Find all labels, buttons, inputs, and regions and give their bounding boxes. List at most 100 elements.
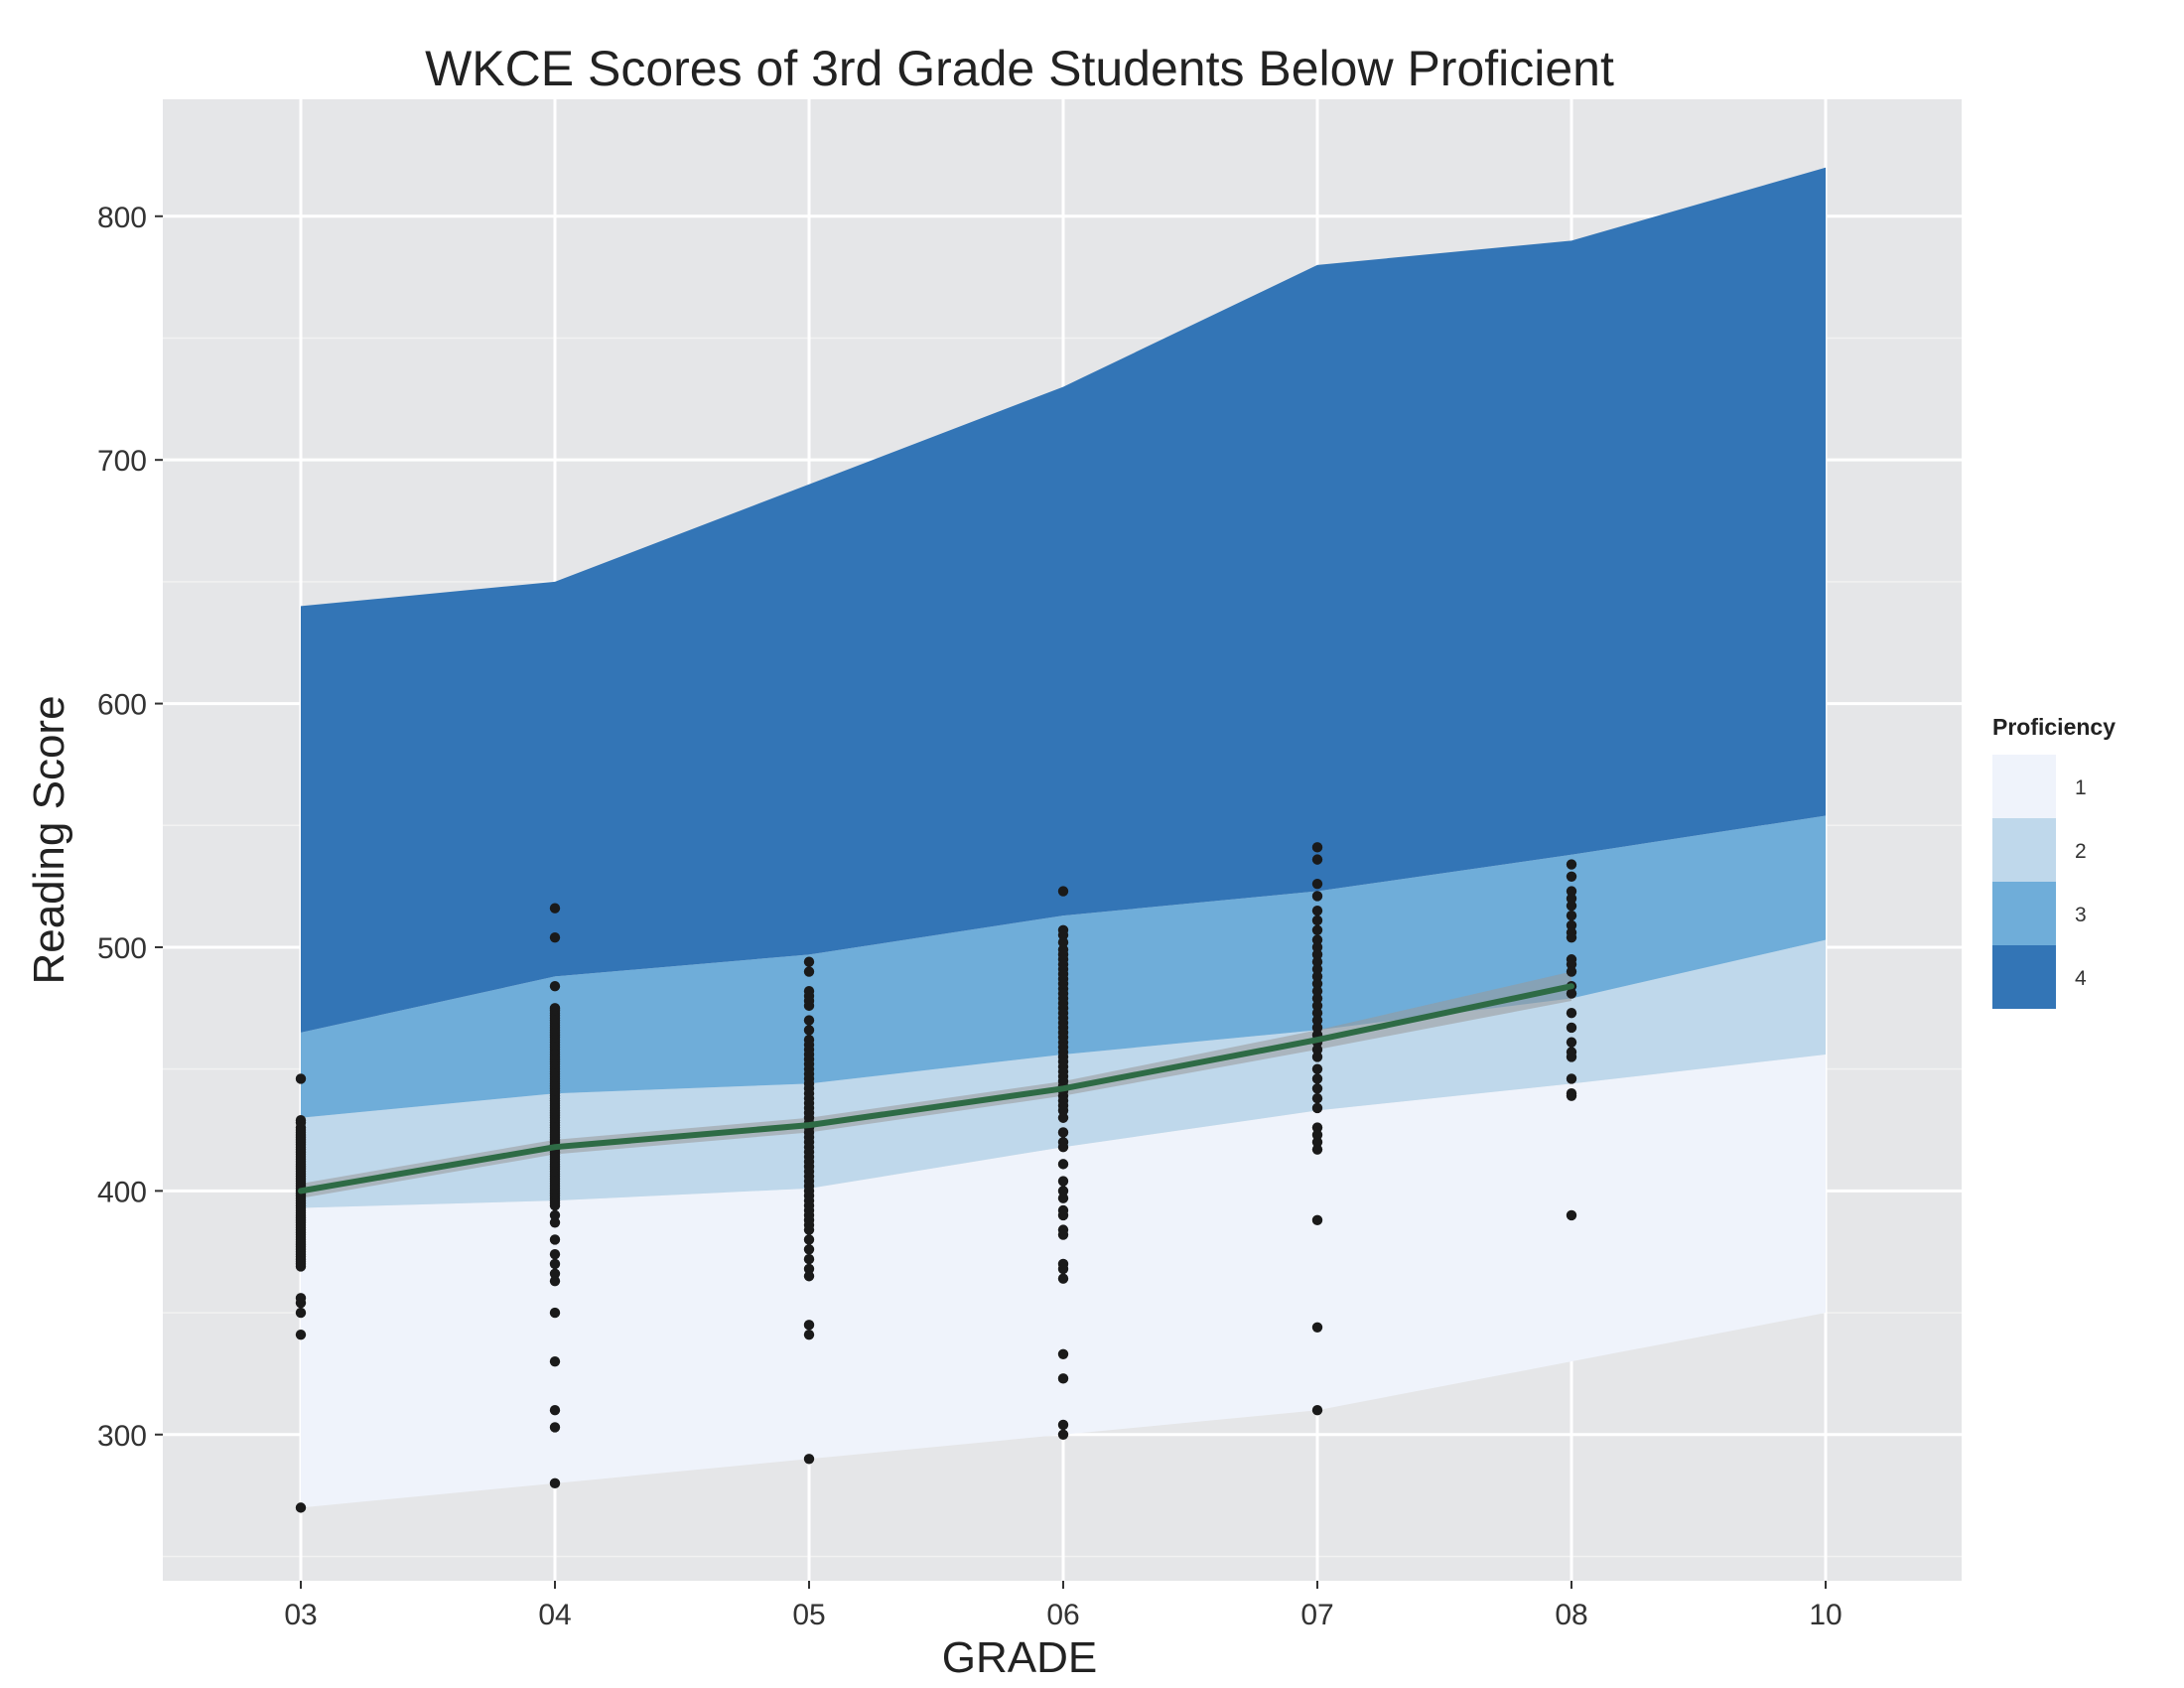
data-point [1057, 886, 1069, 897]
data-point [803, 956, 815, 967]
y-tick-label: 700 [97, 445, 147, 478]
x-tick-label: 08 [1555, 1599, 1587, 1631]
data-point [1057, 1419, 1069, 1431]
data-point [803, 1224, 815, 1235]
data-point [1311, 1052, 1323, 1062]
data-point [1311, 1129, 1323, 1141]
tick-layer: 300 400 500 600 700 800 03 04 05 06 07 08 10 [97, 202, 1843, 1631]
y-axis-title: Reading Score [25, 695, 73, 984]
data-point [1057, 1229, 1069, 1240]
data-point [295, 1502, 307, 1513]
legend: Proficiency 1 2 3 4 [1992, 714, 2116, 1009]
data-point [549, 1217, 561, 1228]
data-point [1566, 1022, 1577, 1034]
legend-swatch-3 [1992, 882, 2056, 945]
data-point [1057, 1159, 1069, 1170]
data-point [1311, 1022, 1323, 1034]
data-point [1311, 1214, 1323, 1226]
data-point [549, 1209, 561, 1221]
data-point [549, 1355, 561, 1367]
data-point [1311, 1322, 1323, 1333]
data-point [1311, 934, 1323, 945]
data-point [1057, 936, 1069, 948]
data-point [1566, 859, 1577, 870]
data-point [549, 1307, 561, 1319]
data-point [1566, 988, 1577, 999]
data-point [1311, 978, 1323, 989]
data-point [1311, 993, 1323, 1004]
data-point [1057, 1127, 1069, 1138]
data-point [1311, 1000, 1323, 1012]
data-point [295, 1329, 307, 1340]
data-point [1057, 1105, 1069, 1116]
data-point [1311, 854, 1323, 865]
data-point [1057, 929, 1069, 940]
data-point [295, 1307, 307, 1319]
data-point [1057, 1429, 1069, 1440]
x-tick-label: 06 [1046, 1599, 1079, 1631]
data-point [1057, 1141, 1069, 1153]
data-point [803, 1000, 815, 1012]
data-point [1311, 1144, 1323, 1155]
data-point [1057, 1193, 1069, 1203]
data-point [1311, 914, 1323, 926]
data-point [1057, 1209, 1069, 1221]
trend-line [298, 983, 1574, 1195]
data-point [549, 903, 561, 914]
data-point [1057, 1348, 1069, 1359]
data-point [1566, 893, 1577, 905]
legend-label-1: 1 [2075, 776, 2087, 799]
data-point [1057, 1373, 1069, 1384]
data-point [549, 931, 561, 943]
data-point [295, 1073, 307, 1084]
data-point [1566, 871, 1577, 883]
legend-title: Proficiency [1992, 714, 2116, 740]
data-point [1566, 958, 1577, 970]
data-point [549, 1275, 561, 1287]
data-point [549, 1477, 561, 1489]
data-point [1566, 886, 1577, 897]
data-point [1566, 1073, 1577, 1084]
data-point [1566, 910, 1577, 921]
data-point [1311, 956, 1323, 967]
point-layer [295, 842, 1577, 1513]
data-point [549, 981, 561, 992]
data-point [803, 1244, 815, 1255]
data-point [1311, 941, 1323, 953]
data-point [1311, 1044, 1323, 1055]
x-tick-label: 07 [1300, 1599, 1333, 1631]
data-point [549, 1405, 561, 1416]
data-point [1311, 1008, 1323, 1019]
legend-label-2: 2 [2075, 840, 2087, 863]
data-point [1311, 905, 1323, 916]
data-point [1566, 901, 1577, 912]
data-point [1057, 1273, 1069, 1284]
chart-title: WKCE Scores of 3rd Grade Students Below … [425, 41, 1614, 96]
data-point [803, 1329, 815, 1340]
data-point [1311, 924, 1323, 935]
data-point [295, 1298, 307, 1309]
y-tick-label: 500 [97, 932, 147, 965]
data-point [1311, 1073, 1323, 1084]
data-point [1311, 1015, 1323, 1026]
data-point [1311, 1102, 1323, 1114]
y-tick-label: 800 [97, 202, 147, 234]
data-point [803, 1263, 815, 1275]
legend-swatch-2 [1992, 818, 2056, 882]
data-point [1057, 1263, 1069, 1275]
data-point [1311, 1092, 1323, 1104]
y-tick-label: 300 [97, 1420, 147, 1453]
data-point [1057, 1112, 1069, 1123]
data-point [1311, 1405, 1323, 1416]
data-point [549, 1422, 561, 1433]
x-tick-label: 05 [792, 1599, 825, 1631]
data-point [1057, 1186, 1069, 1196]
data-point [549, 1248, 561, 1260]
legend-label-4: 4 [2075, 967, 2087, 990]
data-point [1566, 1008, 1577, 1019]
legend-swatch-4 [1992, 945, 2056, 1009]
data-point [803, 1454, 815, 1465]
x-tick-label: 04 [538, 1599, 571, 1631]
data-point [803, 1271, 815, 1282]
